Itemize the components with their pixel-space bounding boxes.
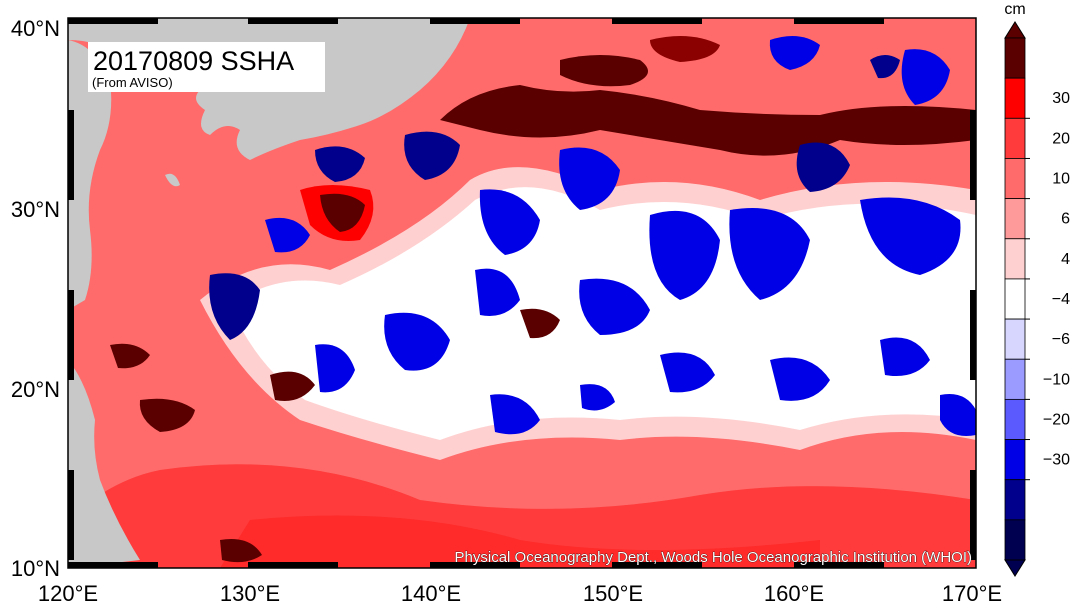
colorbar-segment	[1004, 37, 1026, 79]
colorbar-segment	[1004, 117, 1026, 159]
colorbar-bottom-arrow	[1004, 559, 1026, 577]
lat-label-40n: 40°N	[11, 16, 60, 41]
anomaly-eddy-n2	[650, 36, 720, 62]
anomaly-cold-eddy-23	[870, 55, 900, 79]
colorbar-tick-label: −10	[1043, 371, 1070, 388]
anomaly-eddy-n1	[560, 55, 648, 87]
land-ryukyu	[165, 173, 180, 187]
colorbar-segment	[1004, 358, 1026, 400]
colorbar-tick-label: 30	[1052, 90, 1070, 107]
colorbar-tick-label: −6	[1052, 331, 1070, 348]
lon-label-140e: 140°E	[401, 581, 461, 606]
anomaly-cold-eddy-18	[770, 357, 830, 401]
map-title: 20170809 SSHA	[93, 46, 294, 76]
lon-label-170e: 170°E	[942, 581, 1002, 606]
anomaly-cold-eddy-10	[860, 197, 961, 275]
colorbar-unit: cm	[1004, 1, 1025, 18]
colorbar-tick-label: −30	[1043, 452, 1070, 469]
anomaly-cold-eddy-13	[384, 312, 450, 371]
anomaly-cold-eddy-7	[479, 189, 540, 255]
anomaly-eddy-sw1	[139, 398, 195, 432]
anomaly-cold-eddy-4	[315, 146, 365, 182]
anomaly-eddy-sw3	[270, 371, 315, 401]
source-label: (From AVISO)	[92, 75, 173, 90]
anomaly-cold-eddy-20	[490, 394, 540, 435]
anomaly-cold-eddy-15	[475, 268, 520, 316]
colorbar-segment	[1004, 519, 1026, 561]
anomaly-cold-eddy-3	[404, 131, 460, 180]
anomaly-cold-eddy-5	[559, 147, 620, 210]
anomaly-cold-eddy-22	[940, 394, 976, 436]
anomaly-cold-eddy-8	[649, 210, 720, 300]
colorbar-tick-label: 4	[1061, 251, 1070, 268]
lat-label-10n: 10°N	[11, 556, 60, 581]
anomaly-band-south-inner	[220, 515, 820, 568]
anomaly-cold-eddy-21	[580, 384, 615, 411]
colorbar-tick-label: 6	[1061, 211, 1070, 228]
anomaly-cold-eddy-2	[901, 49, 950, 105]
anomaly-cold-eddy-14	[315, 344, 355, 393]
colorbar-tick-label: 10	[1052, 171, 1070, 188]
colorbar-tick-label: 20	[1052, 130, 1070, 147]
colorbar-segment	[1004, 398, 1026, 440]
anomaly-cold-eddy-1	[769, 36, 820, 70]
colorbar-segment	[1004, 198, 1026, 240]
anomaly-eddy-s1	[220, 539, 262, 563]
credit-label: Physical Oceanography Dept., Woods Hole …	[455, 549, 972, 566]
frame-ticks	[68, 18, 976, 568]
colorbar-ticks: 30 20 10 6 4 −4 −6 −10 −20 −30	[1025, 90, 1070, 481]
lon-label-150e: 150°E	[583, 581, 643, 606]
colorbar	[1004, 21, 1026, 577]
lon-label-160e: 160°E	[764, 581, 824, 606]
lat-label-30n: 30°N	[11, 197, 60, 222]
lon-label-130e: 130°E	[220, 581, 280, 606]
colorbar-segment	[1004, 77, 1026, 119]
map-plot-area	[68, 18, 976, 568]
colorbar-top-arrow	[1004, 21, 1026, 39]
colorbar-segment	[1004, 158, 1026, 200]
anomaly-cold-eddy-11	[209, 273, 260, 340]
anomaly-cold-eddy-19	[880, 337, 930, 376]
colorbar-segment	[1004, 278, 1026, 320]
colorbar-segment	[1004, 318, 1026, 360]
colorbar-segment	[1004, 238, 1026, 280]
title-box	[88, 42, 325, 92]
lat-label-20n: 20°N	[11, 377, 60, 402]
anomaly-cold-eddy-9	[729, 208, 810, 300]
colorbar-tick-label: −4	[1052, 291, 1070, 308]
land-china-coast	[68, 40, 112, 310]
anomaly-cold-eddy-6	[796, 142, 850, 192]
anomaly-cold-eddy-17	[660, 352, 715, 393]
anomaly-cold-eddy-12	[265, 217, 310, 253]
anomaly-eddy-w1-core	[320, 193, 365, 232]
anomaly-eddy-sw2	[110, 343, 150, 369]
anomaly-eddy-c1	[520, 308, 560, 339]
colorbar-tick-label: −20	[1043, 411, 1070, 428]
anomaly-cold-eddy-16	[579, 278, 650, 335]
colorbar-segment	[1004, 479, 1026, 521]
colorbar-segment	[1004, 439, 1026, 481]
lon-label-120e: 120°E	[38, 581, 98, 606]
anomaly-kuroshio-extension	[440, 85, 976, 156]
land-philippines	[68, 360, 140, 568]
